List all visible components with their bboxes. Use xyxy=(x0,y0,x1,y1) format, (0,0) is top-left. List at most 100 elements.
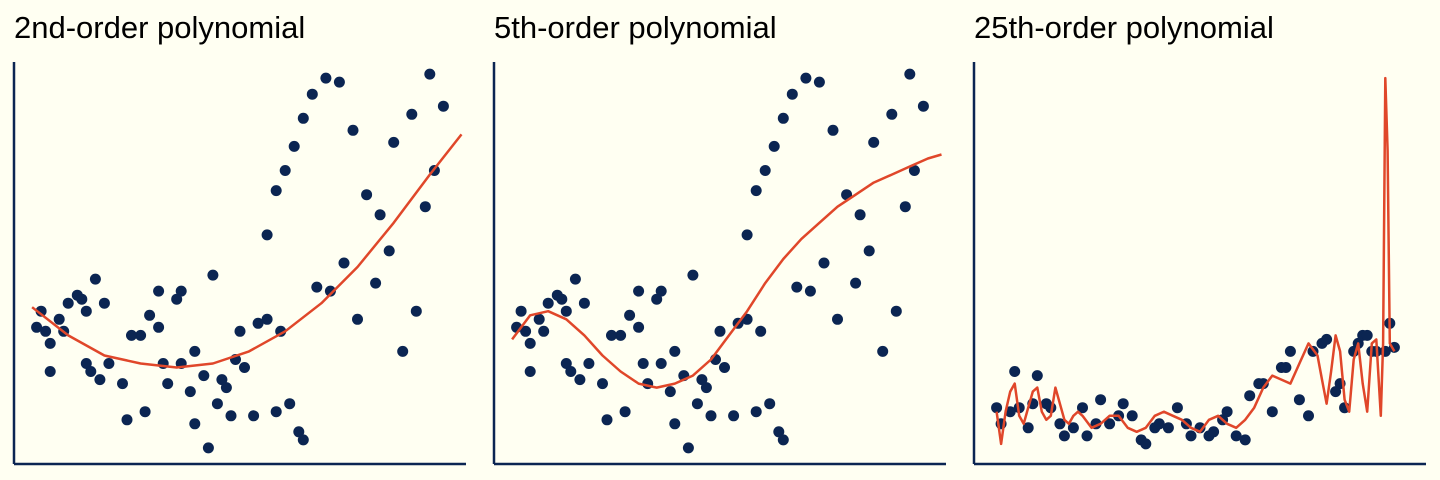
data-point xyxy=(406,109,417,120)
data-point xyxy=(94,374,105,385)
data-point xyxy=(855,209,866,220)
data-point xyxy=(117,378,128,389)
data-point xyxy=(991,402,1002,413)
data-point xyxy=(877,346,888,357)
data-point xyxy=(1208,426,1219,437)
data-point xyxy=(778,434,789,445)
chart-25th-order xyxy=(960,0,1430,480)
data-point xyxy=(602,414,613,425)
data-point xyxy=(692,398,703,409)
data-point xyxy=(1009,366,1020,377)
data-point xyxy=(438,101,449,112)
data-point xyxy=(140,406,151,417)
data-point xyxy=(1285,346,1296,357)
data-point xyxy=(534,314,545,325)
data-point xyxy=(760,165,771,176)
data-point xyxy=(769,141,780,152)
data-point xyxy=(348,125,359,136)
data-point xyxy=(298,113,309,124)
data-point xyxy=(1127,410,1138,421)
data-point xyxy=(543,298,554,309)
data-point xyxy=(904,69,915,80)
data-point xyxy=(633,286,644,297)
data-point xyxy=(207,270,218,281)
data-point xyxy=(198,370,209,381)
data-point xyxy=(891,306,902,317)
data-point xyxy=(728,410,739,421)
panel-2nd-order: 2nd-order polynomial xyxy=(0,0,470,480)
data-point xyxy=(1244,390,1255,401)
panel-5th-order: 5th-order polynomial xyxy=(480,0,950,480)
data-point xyxy=(683,442,694,453)
data-point xyxy=(384,245,395,256)
data-point xyxy=(103,358,114,369)
data-point xyxy=(651,294,662,305)
data-point xyxy=(1240,434,1251,445)
data-point xyxy=(40,326,51,337)
data-point xyxy=(99,298,110,309)
fit-line xyxy=(32,134,461,367)
data-point xyxy=(800,73,811,84)
data-point xyxy=(235,326,246,337)
chart-2nd-order xyxy=(0,0,470,480)
data-point xyxy=(153,322,164,333)
data-point xyxy=(832,314,843,325)
data-point xyxy=(334,77,345,88)
data-point xyxy=(1280,362,1291,373)
data-point xyxy=(397,346,408,357)
data-point xyxy=(171,294,182,305)
data-point xyxy=(742,229,753,240)
data-point xyxy=(828,125,839,136)
data-point xyxy=(787,89,798,100)
data-point xyxy=(1362,330,1373,341)
data-point xyxy=(90,274,101,285)
data-point xyxy=(311,282,322,293)
data-point xyxy=(420,201,431,212)
data-point xyxy=(144,310,155,321)
data-point xyxy=(361,189,372,200)
panel-25th-order: 25th-order polynomial xyxy=(960,0,1430,480)
data-point xyxy=(1172,402,1183,413)
data-point xyxy=(687,270,698,281)
data-point xyxy=(212,398,223,409)
data-point xyxy=(1294,394,1305,405)
data-point xyxy=(289,141,300,152)
data-point xyxy=(525,366,536,377)
data-point xyxy=(122,414,133,425)
data-point xyxy=(352,314,363,325)
data-point xyxy=(388,137,399,148)
data-point xyxy=(1032,370,1043,381)
data-point xyxy=(85,366,96,377)
data-point xyxy=(814,77,825,88)
data-point xyxy=(203,442,214,453)
data-point xyxy=(606,330,617,341)
data-point xyxy=(271,406,282,417)
data-point xyxy=(579,298,590,309)
data-point xyxy=(189,346,200,357)
data-point xyxy=(525,338,536,349)
data-point xyxy=(864,245,875,256)
data-point xyxy=(320,73,331,84)
data-point xyxy=(565,366,576,377)
data-point xyxy=(633,322,644,333)
data-point xyxy=(1059,430,1070,441)
data-point xyxy=(226,410,237,421)
data-point xyxy=(375,209,386,220)
data-point xyxy=(126,330,137,341)
data-point xyxy=(755,326,766,337)
data-point xyxy=(262,314,273,325)
data-point xyxy=(778,113,789,124)
data-point xyxy=(751,185,762,196)
data-point xyxy=(307,89,318,100)
data-point xyxy=(719,362,730,373)
data-point xyxy=(819,258,830,269)
data-point xyxy=(216,374,227,385)
data-point xyxy=(583,358,594,369)
data-point xyxy=(45,366,56,377)
data-point xyxy=(886,109,897,120)
data-point xyxy=(706,410,717,421)
data-point xyxy=(918,101,929,112)
data-point xyxy=(1140,438,1151,449)
data-point xyxy=(624,310,635,321)
